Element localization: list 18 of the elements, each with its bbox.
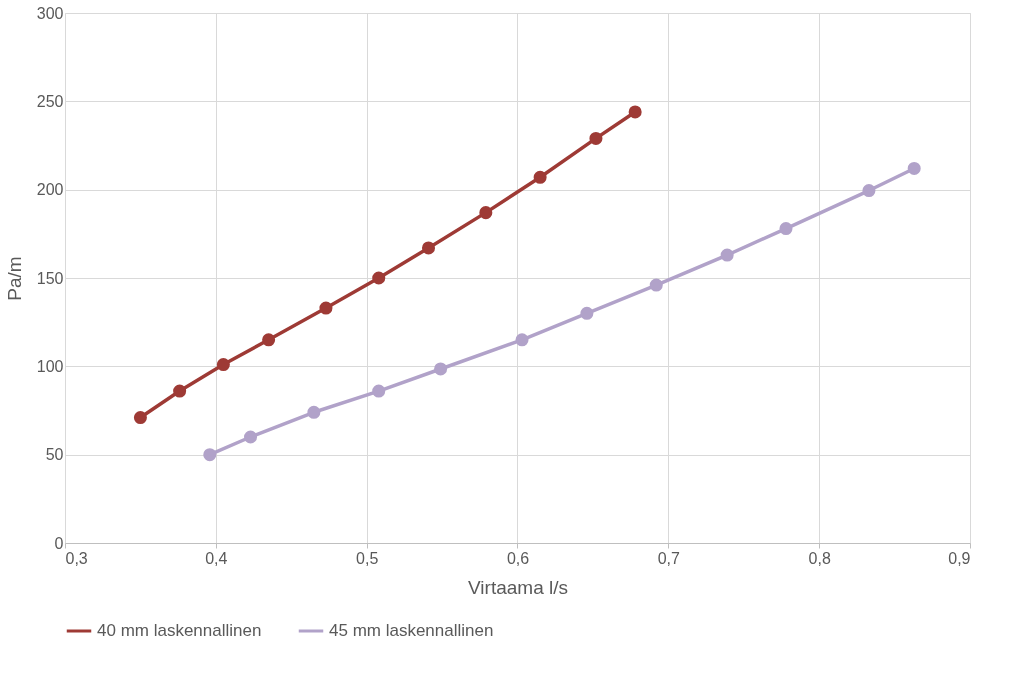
- x-tick-label: 0,5: [356, 549, 379, 567]
- y-tick-label: 300: [36, 4, 64, 22]
- x-tick-label: 0,3: [65, 549, 88, 567]
- y-tick-label: 250: [36, 92, 64, 110]
- x-tick-label: 0,9: [948, 549, 971, 567]
- y-axis-title: Pa/m: [3, 256, 25, 301]
- y-tick-label: 50: [45, 446, 64, 464]
- y-tick-label: 150: [36, 269, 64, 287]
- x-tick-label: 0,6: [506, 549, 530, 567]
- x-tick-label: 0,8: [808, 549, 831, 567]
- x-tick-label: 0,4: [205, 549, 228, 567]
- y-tick-label: 200: [36, 181, 64, 199]
- y-tick-label: 0: [54, 534, 64, 552]
- legend-label: 45 mm laskennallinen: [329, 621, 494, 640]
- x-axis-title: Virtaama l/s: [468, 576, 568, 598]
- y-tick-label: 100: [36, 357, 64, 375]
- x-tick-label: 0,7: [657, 549, 681, 567]
- legend-label: 40 mm laskennallinen: [97, 621, 262, 640]
